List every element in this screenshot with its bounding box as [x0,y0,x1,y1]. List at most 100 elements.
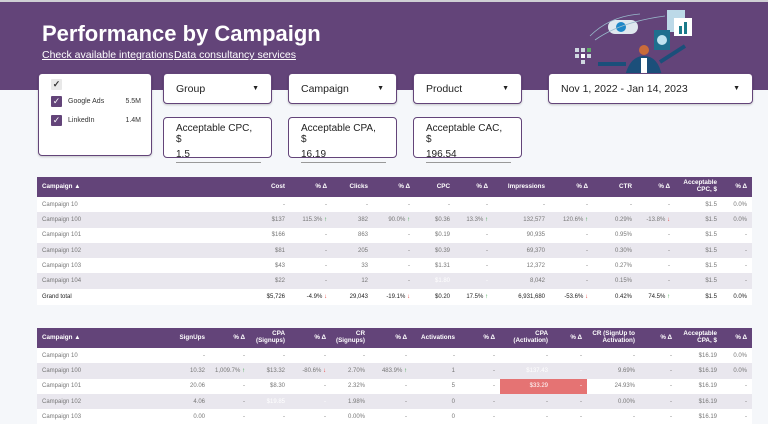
checkbox[interactable]: ✓ [51,95,62,107]
column-header[interactable]: % Δ [290,177,332,197]
cell-value: - [670,398,672,405]
column-header[interactable]: Acceptable CPA, $ [677,328,722,348]
table-cell: $1.5 [675,258,722,273]
cell-value: - [243,413,245,420]
column-header[interactable]: CPA (Signups) [250,328,290,348]
table-cell: - [168,348,210,363]
arrow-up-icon: ↑ [485,293,488,300]
column-header[interactable]: CPC [415,177,455,197]
cell-value: - [493,398,495,405]
cell-value: - [408,247,410,254]
input-value[interactable]: 1.5 [176,149,261,163]
cell-value: $1.5 [705,201,717,208]
input-value[interactable]: 196.54 [426,149,511,163]
table-cell: - [460,409,500,424]
channel-header-row[interactable]: ✓ Channel # Imp. [51,77,141,91]
table-cell: 0.27% [593,258,637,273]
column-header[interactable]: Impressions [493,177,550,197]
table-cell: $0.39 [415,242,455,259]
column-header[interactable]: % Δ [550,177,593,197]
column-header[interactable]: % Δ [722,177,752,197]
column-header[interactable]: % Δ [640,328,677,348]
cell-value: 90.0% ↑ [388,216,410,223]
group-dropdown[interactable]: Group ▼ [163,73,272,104]
channel-filter: ✓ Channel # Imp. ✓ Google Ads 5.5M ✓ LinkedIn… [38,73,152,156]
column-header[interactable]: % Δ [637,177,675,197]
table-cell: $16.19 [677,348,722,363]
table-row[interactable]: Campaign 100 $137 115.3% ↑ 382 90.0% ↑ $0.36 1… [37,212,752,228]
table-row[interactable]: Campaign 100 10.32 1,009.7% ↑ $13.32 -80.6% … [37,363,752,379]
column-header[interactable]: % Δ [373,177,415,197]
cell-value: 0.15% [614,278,632,285]
column-header[interactable]: Clicks [332,177,373,197]
dropdown-label: Campaign [301,82,349,95]
column-header[interactable]: CTR [593,177,637,197]
cell-value: - [745,398,747,405]
table-cell: - [550,197,593,212]
column-header[interactable]: % Δ [455,177,493,197]
column-header[interactable]: % Δ [460,328,500,348]
cell-value: - [668,232,670,239]
table-row[interactable]: Campaign 102 4.06 - $19.85 - 1.98% - 0 - - - 0.00% -… [37,393,752,410]
channel-item-google-ads[interactable]: ✓ Google Ads 5.5M [51,94,141,108]
table-cell: Campaign 10 [37,348,168,363]
acceptable-cpa-input[interactable]: Acceptable CPA, $ 16.19 [288,117,397,163]
cell-value: 12,372 [526,262,545,269]
table-row[interactable]: Campaign 101 $166 - 863 - $0.19 - 90,935 - 0.95% -… [37,228,752,243]
header-row: Campaign ▲ Cost% Δ Clicks% Δ CPC% Δ Impressi… [37,177,752,197]
table-row[interactable]: Campaign 102 $81 - 205 - $0.39 - 69,370 - 0.30% - $… [37,242,752,259]
consultancy-link[interactable]: Data consultancy services [174,49,296,61]
column-header[interactable]: % Δ [722,328,752,348]
product-dropdown[interactable]: Product ▼ [413,73,522,104]
table-row[interactable]: Campaign 103 0.00 - - - 0.00% - 0 - - - - - $16.19 - [37,409,752,424]
column-header[interactable]: % Δ [210,328,250,348]
integrations-link[interactable]: Check available integrations [42,49,174,61]
table-cell: $137 [250,212,290,228]
column-header[interactable]: Activations [412,328,460,348]
column-header[interactable]: CR (SignUp to Activation) [587,328,640,348]
campaign-performance-table: Campaign ▲ Cost% Δ Clicks% Δ CPC% Δ Impressi… [37,177,752,305]
table-cell: 1 [412,363,460,379]
cell-value: 0.0% [733,201,747,208]
table-cell: - [290,348,331,363]
table-cell: $1.5 [675,212,722,228]
column-header[interactable]: % Δ [370,328,412,348]
table-cell: - [460,379,500,394]
channel-item-linkedin[interactable]: ✓ LinkedIn 1.4M [51,113,141,127]
date-range-picker[interactable]: Nov 1, 2022 - Jan 14, 2023 ▼ [548,73,753,104]
table-cell: - [290,242,332,259]
acceptable-cpc-input[interactable]: Acceptable CPC, $ 1.5 [163,117,272,163]
input-value[interactable]: 16.19 [301,149,386,163]
table-cell: 5 [412,379,460,394]
column-header[interactable]: CR (Signups) [331,328,370,348]
column-header[interactable]: SignUps [168,328,210,348]
table-cell: $1.31 [415,258,455,273]
sort-column-header[interactable]: Campaign ▲ [37,328,168,348]
select-all-checkbox[interactable]: ✓ [51,78,62,90]
table-cell: - [722,393,752,410]
table-cell: 0.95% [593,228,637,243]
acceptable-cac-input[interactable]: Acceptable CAC, $ 196.54 [413,117,522,163]
table-row[interactable]: Campaign 10 - - - - - - - - - - $1.5 0.0% [37,197,752,212]
table-row[interactable]: Campaign 101 20.06 - $8.30 - 2.32% - 5 - $33.29 - 2… [37,378,752,394]
sort-column-header[interactable]: Campaign ▲ [37,177,250,197]
grand-total-row[interactable]: Grand total $5,726 -4.9% ↓ 29,043 -19.1% ↓ $0… [37,289,752,305]
checkbox[interactable]: ✓ [51,114,62,126]
column-header[interactable]: CPA (Activation) [500,328,553,348]
column-header[interactable]: Acceptable CPC, $ [675,177,722,197]
column-header[interactable]: Cost [250,177,290,197]
cell-value: - [670,367,672,374]
column-header[interactable]: % Δ [290,328,331,348]
table-cell: Campaign 10 [37,197,250,212]
table-row[interactable]: Campaign 10 - - - - - - - - - - - - $16.19 0.0% [37,348,752,363]
cell-value: 120.6% ↑ [562,216,588,223]
table-row[interactable]: Campaign 103 $43 - 33 - $1.31 - 12,372 - 0.27% - $1… [37,258,752,273]
table-row[interactable]: Campaign 104 $22 - 12 - $1.80 - 8,042 - 0.15% - $1.… [37,273,752,289]
table-cell: $16.19 [677,379,722,394]
cell-value: 0.42% [614,293,632,300]
channel-header-label: Channel [68,80,96,88]
column-header[interactable]: % Δ [553,328,587,348]
table-cell: - [500,348,553,363]
cell-value: - [670,383,672,390]
campaign-dropdown[interactable]: Campaign ▼ [288,73,397,104]
